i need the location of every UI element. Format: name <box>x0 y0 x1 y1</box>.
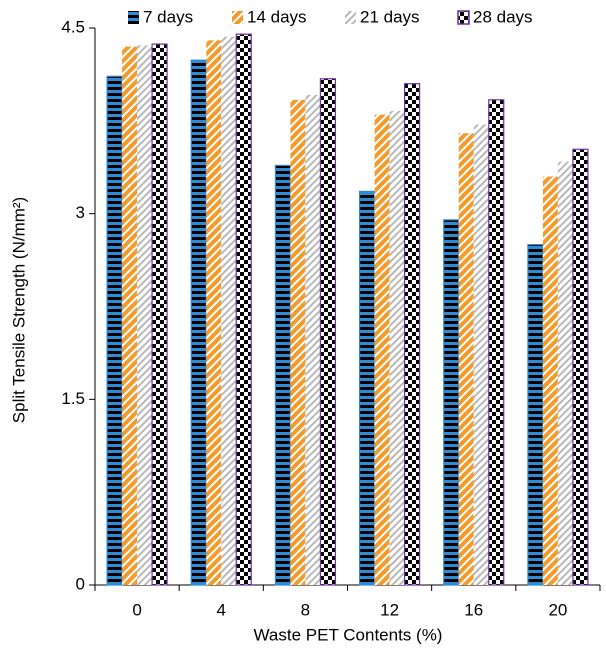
bar <box>319 78 337 586</box>
legend-marker <box>232 11 243 24</box>
bar <box>274 164 292 586</box>
bar <box>557 161 573 585</box>
x-tick-label: 12 <box>380 600 399 619</box>
x-tick-label: 8 <box>301 600 310 619</box>
legend-label: 7 days <box>143 7 193 26</box>
y-tick-label: 3 <box>76 203 85 222</box>
y-axis-label: Split Tensile Strength (N/mm²) <box>9 197 28 423</box>
bar <box>221 36 237 586</box>
bar <box>206 40 222 585</box>
legend-label: 28 days <box>473 7 533 26</box>
x-tick-label: 20 <box>548 600 567 619</box>
bar <box>137 45 153 586</box>
x-axis-label: Waste PET Contents (%) <box>254 625 443 644</box>
legend-label: 21 days <box>360 7 420 26</box>
legend-label: 14 days <box>247 7 307 26</box>
bar <box>473 124 489 586</box>
y-tick-label: 4.5 <box>61 17 85 36</box>
bar <box>305 94 321 585</box>
x-tick-label: 16 <box>464 600 483 619</box>
legend-marker <box>128 11 139 24</box>
bar <box>122 46 138 586</box>
bar <box>542 176 558 586</box>
x-tick-label: 4 <box>217 600 226 619</box>
bar <box>374 114 390 586</box>
bar <box>290 99 306 586</box>
bar <box>190 59 207 586</box>
bar <box>151 43 168 586</box>
legend-marker <box>457 10 470 25</box>
bar <box>106 75 123 586</box>
x-tick-label: 0 <box>132 600 141 619</box>
legend-marker <box>345 11 356 24</box>
y-tick-label: 0 <box>76 574 85 593</box>
bar <box>389 110 405 585</box>
bar <box>235 33 252 586</box>
bar <box>488 99 505 586</box>
bar <box>403 83 421 586</box>
bar <box>527 244 544 586</box>
bar <box>458 133 474 585</box>
y-tick-label: 1.5 <box>61 389 85 408</box>
bar <box>358 190 376 586</box>
bar <box>443 219 460 586</box>
bar <box>572 148 589 586</box>
